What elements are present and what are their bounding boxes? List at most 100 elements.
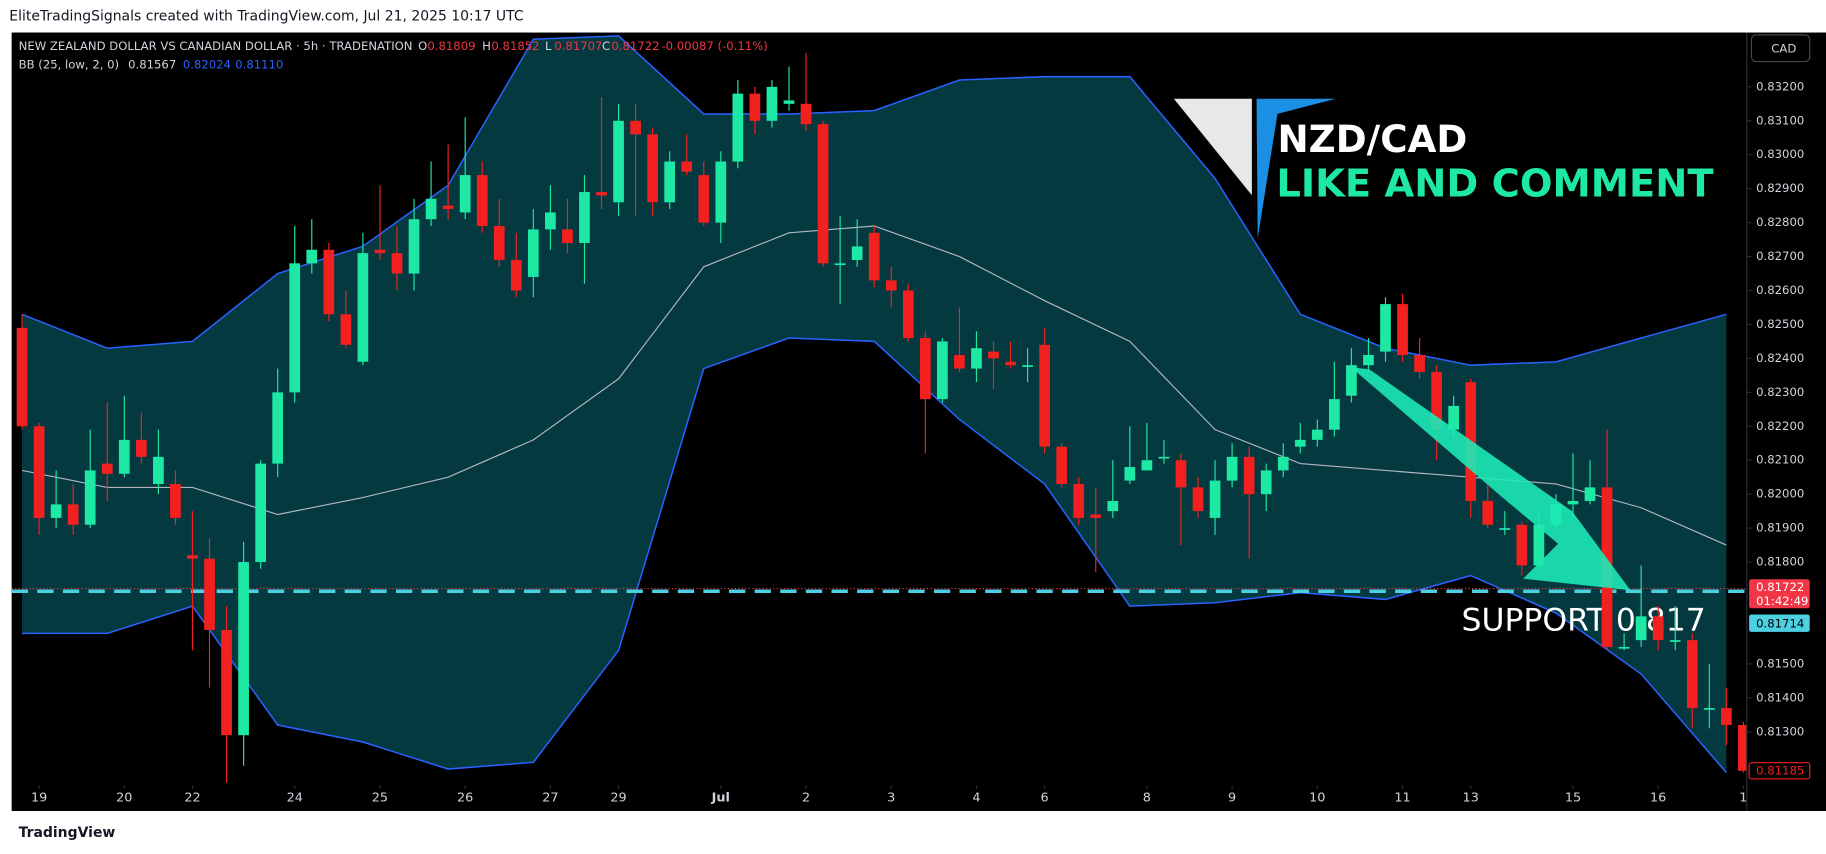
candle-body [1107, 500, 1119, 512]
candle-body [1516, 524, 1528, 566]
currency-button[interactable] [1750, 34, 1811, 63]
support-tag [1749, 614, 1810, 632]
y-tick-label: 0.82300 [1756, 385, 1804, 399]
candle-body [766, 86, 778, 121]
x-tick-label: 29 [610, 791, 626, 806]
marker-tag [1748, 762, 1811, 780]
y-tick-label: 0.82100 [1756, 453, 1804, 467]
candle-body [1652, 616, 1664, 641]
indicator-value: 0.82024 [183, 58, 231, 72]
candle-body [919, 338, 931, 400]
x-tick-label: 26 [457, 791, 473, 806]
candle-body [1141, 460, 1153, 471]
candle-body [1311, 429, 1323, 440]
candle-body [459, 175, 471, 213]
candle-body [204, 558, 215, 630]
ohlc-value: 0.81722 [611, 39, 659, 53]
y-tick-label: 0.82000 [1756, 487, 1804, 501]
x-tick-label: 13 [1463, 791, 1479, 806]
band-upper [21, 35, 1727, 366]
candle-body [135, 439, 147, 457]
currency[interactable]: CAD [1771, 41, 1796, 55]
y-tick-label: 0.81400 [1756, 690, 1804, 704]
candle-body [391, 253, 403, 274]
plot: SUPPORT 0.817 [11, 35, 1747, 783]
candle-body [1039, 344, 1050, 447]
candle-body [1686, 640, 1698, 709]
overlay: O 0.81809 H 0.81852 L 0.81707 C 0.817220.813000… [31, 39, 1811, 806]
x-tick-label: 9 [1228, 791, 1236, 806]
candle-body [834, 263, 846, 266]
candle-body [851, 246, 863, 260]
indicator-value: 0.81110 [235, 58, 283, 72]
candle-body [510, 259, 522, 291]
candle-body [118, 439, 130, 474]
y-tick-label: 0.82200 [1756, 419, 1804, 433]
candle-body [817, 124, 829, 264]
candle-body [374, 249, 386, 254]
candle-body [1073, 483, 1085, 518]
y-tick-label: 0.82600 [1756, 283, 1804, 297]
y-tick-label: 0.81900 [1756, 521, 1804, 535]
candle-body [732, 93, 744, 162]
support-price-label: 0.81714 [1756, 616, 1804, 630]
x-tick-label: 2 [802, 791, 810, 806]
candle-body [153, 456, 164, 484]
candle-body [187, 555, 198, 559]
candle-body [1533, 524, 1545, 566]
candle-body [1703, 708, 1715, 710]
candle-body [596, 192, 607, 196]
candle-body [1669, 640, 1681, 642]
indicator-name: BB (25, low, 2, 0) [19, 58, 119, 72]
candle-body [16, 327, 28, 427]
candle-body [1022, 365, 1033, 367]
candle-body [715, 161, 727, 223]
y-tick-label: 0.82400 [1756, 351, 1804, 365]
candle-body [357, 253, 369, 362]
ohlc-label: O [418, 39, 427, 53]
candle-body [1260, 470, 1272, 495]
x-tick-label: 1 [1739, 791, 1747, 806]
y-tick-label: 0.81500 [1756, 656, 1804, 670]
candle-body [33, 426, 45, 518]
candle-body [545, 212, 556, 230]
x-tick-label: 4 [972, 791, 980, 806]
candle-body [1056, 446, 1068, 484]
last-price-label: 0.81722 [1756, 580, 1804, 594]
candle-body [1175, 460, 1187, 488]
candle-body [783, 100, 795, 104]
ohlc-value: 0.81809 [427, 39, 475, 53]
candle-body [1329, 399, 1340, 430]
candle-body [1243, 456, 1255, 495]
candle-body [340, 314, 352, 345]
candle-body [1294, 439, 1306, 447]
ohlc-value: 0.81852 [491, 39, 539, 53]
candle-body [50, 504, 62, 518]
candle-body [476, 175, 488, 227]
x-tick-label: 6 [1041, 791, 1049, 806]
candle-body [425, 198, 437, 220]
band-middle [21, 225, 1727, 546]
y-tick-label: 0.82800 [1756, 215, 1804, 229]
y-tick-label: 0.83000 [1756, 147, 1804, 161]
x-tick-label: 22 [184, 791, 200, 806]
candle-body [67, 504, 79, 525]
candle-body [800, 103, 812, 125]
candle-body [749, 93, 761, 121]
credit: EliteTradingSignals created with Trading… [9, 8, 523, 24]
candle-body [1397, 304, 1408, 355]
candle-body [1635, 616, 1647, 641]
candle-body [1431, 371, 1442, 430]
candle-body [885, 280, 897, 291]
candle-body [579, 192, 590, 243]
candle-body [289, 263, 301, 393]
x-tick-label: 3 [887, 791, 895, 806]
y-tick-label: 0.82900 [1756, 181, 1804, 195]
candle-body [868, 232, 880, 281]
candle-body [1277, 456, 1289, 471]
x-tick-label: 8 [1143, 791, 1151, 806]
candle-body [1482, 500, 1494, 525]
y-tick-label: 0.81300 [1756, 724, 1804, 738]
candle-body [255, 463, 267, 563]
candle-body [323, 249, 335, 315]
